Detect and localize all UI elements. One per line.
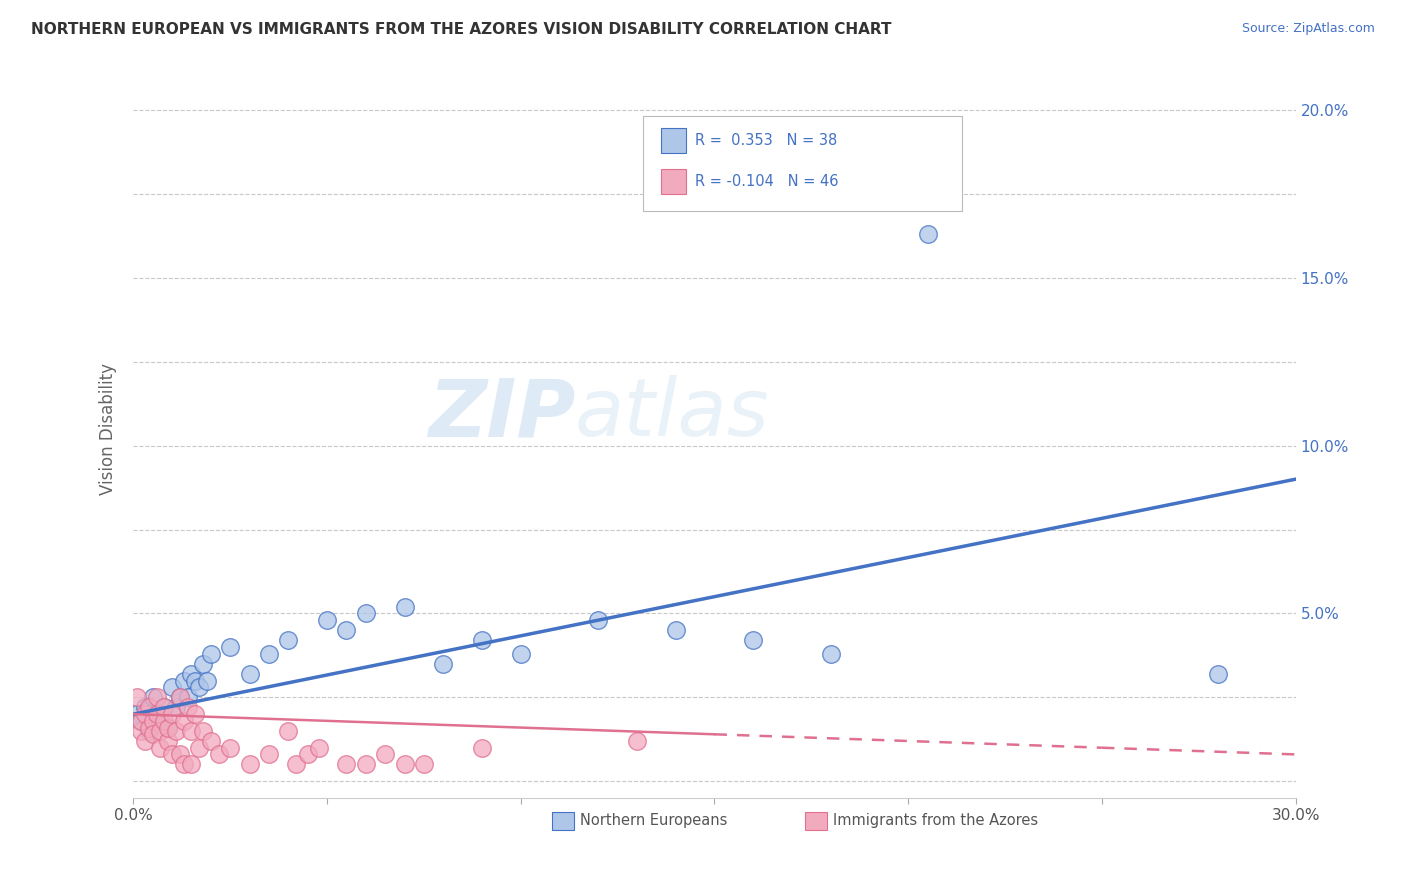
Point [277,723,299,738]
Point [219,640,242,654]
Point [1206,666,1229,681]
Point [277,633,299,648]
Text: ZIP: ZIP [427,375,575,453]
Point [432,657,454,671]
Point [316,613,339,627]
Point [238,666,260,681]
Point [335,624,357,638]
Point [160,681,183,695]
Point [219,740,242,755]
Point [165,723,187,738]
Point [142,727,165,741]
Point [742,633,765,648]
Point [188,740,211,755]
Point [412,757,434,772]
Point [820,647,842,661]
Point [157,721,180,735]
Text: R = -0.104   N = 46: R = -0.104 N = 46 [695,174,838,189]
Point [509,647,531,661]
Point [129,723,152,738]
Point [173,757,195,772]
Text: Immigrants from the Azores: Immigrants from the Azores [832,814,1038,828]
Point [200,734,222,748]
Point [134,707,156,722]
Point [184,673,207,688]
Point [149,723,172,738]
Point [471,633,494,648]
Point [180,666,202,681]
Text: R =  0.353   N = 38: R = 0.353 N = 38 [695,134,837,148]
Point [394,757,416,772]
Point [191,657,214,671]
Point [184,707,207,722]
Point [257,747,280,762]
Point [157,734,180,748]
Point [191,723,214,738]
Point [917,227,939,241]
Point [180,757,202,772]
Point [195,673,218,688]
Point [138,700,160,714]
Point [138,723,160,738]
Point [285,757,308,772]
Point [176,700,198,714]
Point [145,707,167,722]
Point [169,690,191,705]
Point [153,714,176,728]
Point [145,690,167,705]
Point [129,714,152,728]
Point [586,613,609,627]
Point [129,714,152,728]
Point [200,647,222,661]
Point [134,734,156,748]
Point [173,673,195,688]
Point [173,714,195,728]
Point [354,607,377,621]
Point [169,690,191,705]
Point [160,747,183,762]
Point [145,707,167,722]
Point [176,690,198,705]
Point [354,757,377,772]
Point [335,757,357,772]
Text: atlas: atlas [575,375,769,453]
Point [257,647,280,661]
Point [160,707,183,722]
Point [207,747,229,762]
Point [626,734,648,748]
Point [169,747,191,762]
Text: NORTHERN EUROPEAN VS IMMIGRANTS FROM THE AZORES VISION DISABILITY CORRELATION CH: NORTHERN EUROPEAN VS IMMIGRANTS FROM THE… [31,22,891,37]
Y-axis label: Vision Disability: Vision Disability [100,363,117,495]
Point [149,740,172,755]
Point [157,721,180,735]
Point [471,740,494,755]
Text: Northern Europeans: Northern Europeans [581,814,727,828]
Point [142,714,165,728]
Point [394,599,416,614]
Text: Source: ZipAtlas.com: Source: ZipAtlas.com [1241,22,1375,36]
Point [149,714,172,728]
Point [153,700,176,714]
Point [188,681,211,695]
Point [142,690,165,705]
Point [127,690,149,705]
Point [138,721,160,735]
Point [665,624,688,638]
Point [308,740,330,755]
Point [297,747,319,762]
Point [238,757,260,772]
Point [127,707,149,722]
Point [165,700,187,714]
Point [877,153,900,168]
Point [180,723,202,738]
Point [134,700,156,714]
Point [153,700,176,714]
Point [374,747,396,762]
